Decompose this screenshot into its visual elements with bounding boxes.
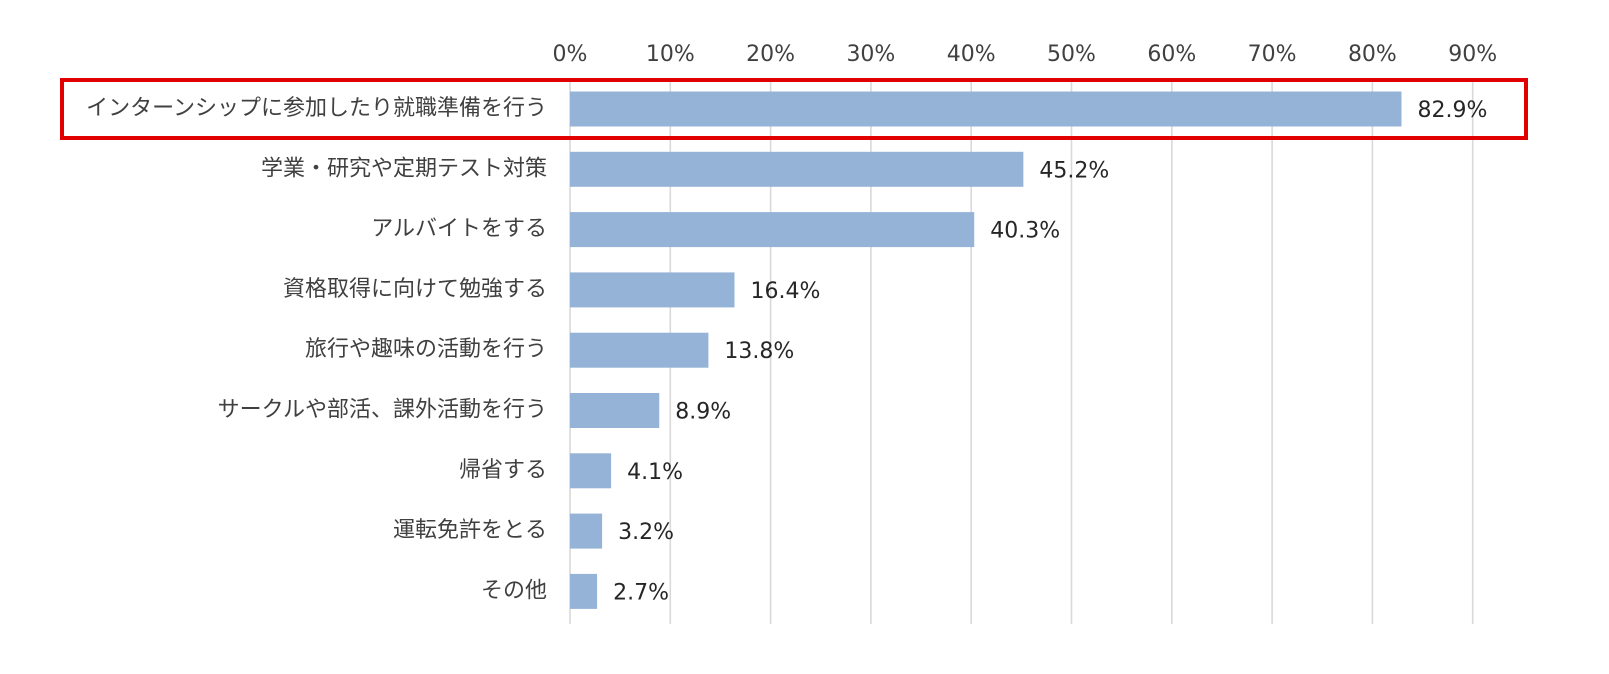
x-tick-label: 80% [1348, 42, 1397, 67]
bar [570, 91, 1402, 127]
data-label: 8.9% [675, 400, 731, 425]
x-axis-ticks: 0% 10% 20% 30% 40% 50% 60% 70% 80% 90% [553, 42, 1498, 67]
x-tick-label: 60% [1147, 42, 1196, 67]
bars [570, 91, 1402, 609]
category-label: 運転免許をとる [393, 518, 547, 543]
category-label: サークルや部活、課外活動を行う [218, 398, 547, 423]
data-label: 45.2% [1039, 158, 1109, 183]
bar [570, 393, 660, 428]
bar [570, 513, 603, 549]
bar [570, 573, 598, 609]
x-tick-label: 0% [553, 42, 588, 67]
data-label: 2.7% [613, 580, 669, 605]
highlight-box [60, 78, 1528, 140]
data-labels: 82.9% 45.2% 40.3% 16.4% 13.8% 8.9% 4.1% 3.2% 2.7… [613, 98, 1487, 605]
category-label: 学業・研究や定期テスト対策 [261, 156, 547, 181]
data-label: 4.1% [627, 460, 683, 485]
x-tick-label: 90% [1448, 42, 1497, 67]
category-label: その他 [481, 578, 547, 603]
x-tick-label: 10% [646, 42, 695, 67]
x-tick-label: 50% [1047, 42, 1096, 67]
x-tick-label: 20% [746, 42, 795, 67]
data-label: 82.9% [1417, 98, 1487, 123]
bar [570, 332, 709, 368]
bar [570, 453, 612, 489]
x-tick-label: 70% [1248, 42, 1297, 67]
data-label: 3.2% [618, 520, 674, 545]
x-tick-label: 30% [846, 42, 895, 67]
category-label: 資格取得に向けて勉強する [283, 277, 547, 302]
category-label: 帰省する [459, 458, 547, 483]
bar [570, 212, 975, 248]
bar [570, 151, 1024, 187]
data-label: 40.3% [990, 219, 1060, 244]
category-label: インターンシップに参加したり就職準備を行う [86, 96, 547, 121]
category-label: 旅行や趣味の活動を行う [305, 337, 547, 362]
data-label: 16.4% [750, 279, 820, 304]
category-label: アルバイトをする [371, 217, 547, 242]
data-label: 13.8% [724, 339, 794, 364]
bar [570, 272, 735, 308]
category-labels: インターンシップに参加したり就職準備を行う学業・研究や定期テスト対策アルバイトを… [86, 96, 547, 603]
x-tick-label: 40% [947, 42, 996, 67]
